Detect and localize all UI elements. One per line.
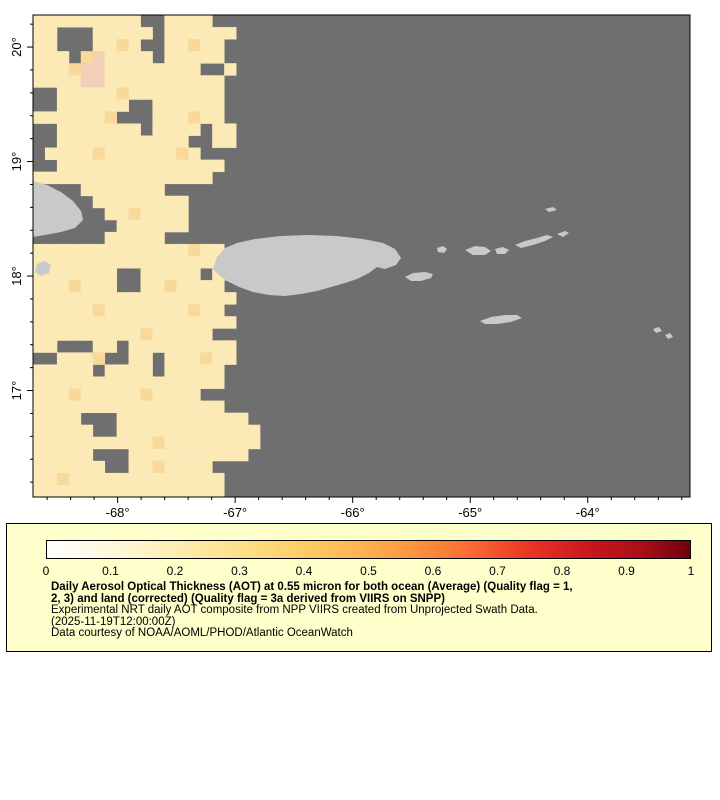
colorbar-tick-label: 0.8 xyxy=(553,564,571,578)
land-st-croix xyxy=(480,315,522,324)
axis-ticks xyxy=(27,23,683,503)
colorbar-tick-label: 1 xyxy=(687,564,695,578)
x-axis-tick-label: -65° xyxy=(458,505,482,520)
colorbar-tick-label: 0.1 xyxy=(102,564,119,578)
aot-data-cells xyxy=(33,15,261,498)
colorbar-tick-label: 0.4 xyxy=(295,564,313,578)
land-virgin-gorda xyxy=(557,231,569,237)
y-axis-tick-label: 18° xyxy=(9,266,24,286)
colorbar-tick-label: 0.9 xyxy=(618,564,635,578)
land-mona-island xyxy=(35,261,51,276)
caption-line-credit: Data courtesy of NOAA/AOML/PHOD/Atlantic… xyxy=(51,627,353,640)
land-hispaniola-east-cape xyxy=(33,181,83,237)
legend-panel: 0 0.1 0.2 0.3 0.4 0.5 0.6 0.7 0.8 0.9 1 Daily Aero… xyxy=(6,523,712,652)
y-axis-tick-label: 17° xyxy=(9,381,24,401)
colorbar-tick-label: 0.3 xyxy=(231,564,248,578)
land-vieques xyxy=(405,272,433,281)
caption-line-title-1: Daily Aerosol Optical Thickness (AOT) at… xyxy=(51,581,573,593)
x-axis-tick-label: -68° xyxy=(106,505,130,520)
colorbar-tick-label: 0.6 xyxy=(424,564,442,578)
land-culebra xyxy=(437,246,447,253)
colorbar-tick-label: 0.5 xyxy=(360,564,377,578)
aot-colorbar xyxy=(46,540,691,559)
caption: Daily Aerosol Optical Thickness (AOT) at… xyxy=(51,581,573,640)
y-axis-tick-label: 19° xyxy=(9,152,24,172)
colorbar-tick-label: 0 xyxy=(42,564,50,578)
caption-line-description: Experimental NRT daily AOT composite fro… xyxy=(51,604,538,617)
land-masses xyxy=(33,181,673,339)
x-axis-tick-label: -67° xyxy=(223,505,247,520)
colorbar-tick-labels: 0 0.1 0.2 0.3 0.4 0.5 0.6 0.7 0.8 0.9 1 xyxy=(42,564,695,578)
x-axis-tick-label: -64° xyxy=(576,505,600,520)
map-frame xyxy=(32,14,691,498)
aot-map: -68° -67° -66° -65° -64° 20° 19° 18° 17° xyxy=(9,14,691,520)
land-st-thomas xyxy=(465,246,491,255)
colorbar-tick-label: 0.7 xyxy=(489,564,506,578)
x-axis-tick-label: -66° xyxy=(341,505,365,520)
y-axis-tick-label: 20° xyxy=(9,37,24,57)
land-anegada xyxy=(545,207,557,212)
land-leeward-islet-1 xyxy=(653,327,662,333)
land-st-john xyxy=(495,247,509,254)
land-puerto-rico xyxy=(213,235,401,296)
land-leeward-islet-2 xyxy=(665,333,673,339)
axis-labels: -68° -67° -66° -65° -64° 20° 19° 18° 17° xyxy=(9,37,600,520)
caption-line-title-2: 2, 3) and land (corrected) (Quality flag… xyxy=(51,592,445,605)
land-tortola xyxy=(515,235,553,248)
colorbar-tick-label: 0.2 xyxy=(166,564,184,578)
caption-line-timestamp: (2025-11-19T12:00:00Z) xyxy=(51,615,176,628)
